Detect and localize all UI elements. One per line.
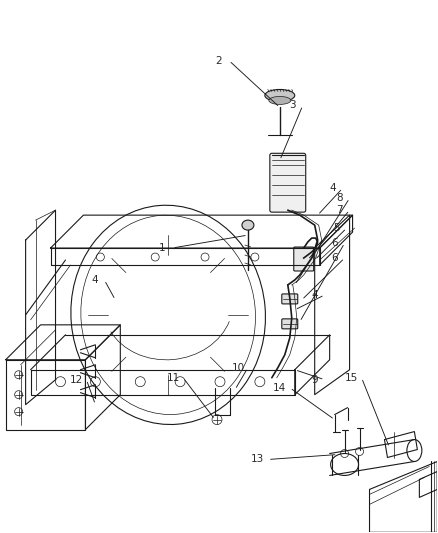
Text: 11: 11 — [166, 373, 180, 383]
Text: 8: 8 — [336, 193, 343, 203]
Text: 10: 10 — [231, 363, 244, 373]
FancyBboxPatch shape — [270, 154, 306, 212]
FancyBboxPatch shape — [294, 247, 314, 271]
Ellipse shape — [242, 220, 254, 230]
Text: 14: 14 — [273, 383, 286, 393]
Text: 15: 15 — [345, 373, 358, 383]
Text: 9: 9 — [311, 375, 318, 385]
Text: 4: 4 — [91, 275, 98, 285]
Text: 6: 6 — [331, 253, 338, 263]
Text: 12: 12 — [70, 375, 83, 385]
Text: 1: 1 — [159, 243, 166, 253]
FancyBboxPatch shape — [282, 294, 298, 304]
Text: 6: 6 — [331, 238, 338, 248]
Ellipse shape — [269, 96, 291, 104]
Text: 4: 4 — [329, 183, 336, 193]
Text: 7: 7 — [336, 205, 343, 215]
Text: 5: 5 — [333, 223, 340, 233]
Text: 3: 3 — [290, 100, 296, 110]
Ellipse shape — [265, 90, 295, 101]
Text: 4: 4 — [311, 290, 318, 300]
FancyBboxPatch shape — [282, 319, 298, 329]
Text: 2: 2 — [215, 55, 223, 66]
Text: 13: 13 — [251, 455, 265, 464]
